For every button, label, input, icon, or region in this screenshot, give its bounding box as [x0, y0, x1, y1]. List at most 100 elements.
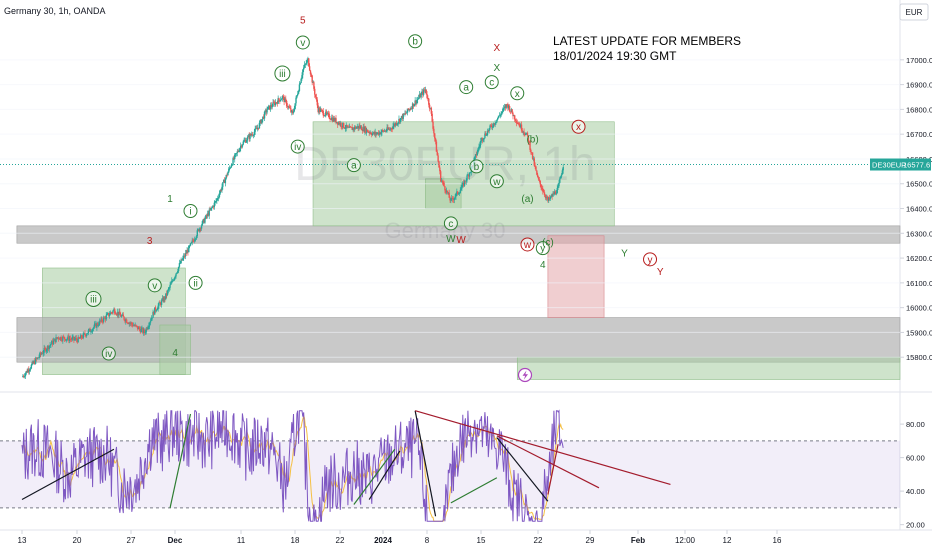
- candle-body: [507, 104, 509, 109]
- candle-body: [401, 115, 404, 119]
- candle-body: [222, 179, 225, 183]
- candle-body: [551, 195, 553, 197]
- wave-label: iv: [294, 142, 301, 153]
- candle-body: [324, 115, 326, 117]
- candle-body: [353, 127, 355, 130]
- candle-body: [405, 112, 408, 114]
- wave-label-circle: [290, 139, 305, 154]
- candle-body: [200, 228, 202, 229]
- zone-green: [159, 324, 191, 375]
- candle-body: [89, 328, 91, 332]
- candle-body: [399, 118, 401, 122]
- candle-body: [171, 280, 173, 284]
- candle-body: [451, 198, 453, 199]
- time-tick-label: Feb: [631, 536, 645, 545]
- time-axis[interactable]: 13 20 27 Dec 11 18 22 2024 8 15 22 29 Feb 12:00 12 16: [18, 530, 782, 545]
- candle-body: [276, 102, 278, 104]
- candle-body: [368, 131, 370, 133]
- candle-body: [511, 109, 513, 114]
- symbol-title: Germany 30, 1h, OANDA: [4, 6, 106, 16]
- rsi-axis[interactable]: 80.00 60.00 40.00 20.00: [900, 420, 925, 530]
- candle-body: [465, 180, 467, 182]
- candle-body: [438, 161, 440, 168]
- time-tick-label: 15: [477, 536, 486, 545]
- candle-body: [495, 122, 497, 124]
- candle-body: [266, 109, 268, 113]
- candle-body: [183, 255, 186, 257]
- candle-body: [113, 309, 115, 311]
- candle-body: [252, 135, 255, 136]
- rsi-trendlines: [21, 410, 671, 517]
- candle-body: [359, 125, 361, 128]
- lightning-icon[interactable]: [517, 367, 533, 383]
- candle-body: [325, 111, 328, 114]
- candle-body: [536, 170, 538, 175]
- candle-body: [164, 297, 166, 300]
- candle-body: [188, 245, 190, 253]
- candle-body: [338, 122, 341, 125]
- candle-body: [333, 117, 336, 122]
- candle-body: [463, 180, 466, 186]
- currency-box[interactable]: [899, 3, 929, 21]
- candle-body: [63, 336, 66, 339]
- wave-label-circle: [571, 119, 586, 134]
- candle-body: [311, 75, 313, 83]
- candle-body: [274, 102, 276, 106]
- currency-label[interactable]: EUR: [906, 8, 923, 17]
- candle-body: [461, 184, 463, 189]
- candle-body: [135, 324, 137, 326]
- candle-body: [137, 327, 140, 330]
- candle-body: [383, 130, 386, 132]
- wave-label: x: [515, 89, 520, 100]
- candle-body: [82, 333, 84, 338]
- price-tick-label: 16800.0: [906, 105, 932, 114]
- candle-body: [55, 337, 57, 343]
- candle-body: [50, 344, 52, 346]
- candle-body: [120, 315, 123, 317]
- zone-green: [516, 356, 901, 380]
- candle-body: [102, 317, 105, 322]
- candle-body: [363, 126, 365, 132]
- last-price-symbol: DE30EUR: [872, 161, 907, 170]
- candle-body: [427, 97, 429, 99]
- candle-body: [376, 133, 378, 135]
- candle-body: [422, 89, 425, 95]
- candle-body: [344, 128, 347, 130]
- candles-layer: [22, 56, 564, 379]
- candle-body: [442, 181, 444, 183]
- candle-body: [554, 191, 556, 195]
- candle-body: [64, 338, 67, 341]
- candle-body: [96, 323, 98, 328]
- candle-body: [348, 126, 351, 128]
- wave-label: i: [189, 207, 191, 218]
- candle-body: [134, 324, 136, 326]
- candle-body: [166, 290, 169, 295]
- candle-body: [382, 130, 385, 132]
- candle-body: [172, 280, 175, 282]
- candle-body: [243, 140, 245, 142]
- rsi-trendline: [368, 450, 401, 500]
- candle-body: [542, 189, 544, 192]
- candle-body: [286, 106, 289, 107]
- candle-body: [22, 376, 24, 378]
- candle-body: [457, 193, 460, 195]
- candle-body: [125, 319, 128, 323]
- candle-body: [523, 131, 525, 134]
- candle-body: [404, 113, 406, 115]
- candle-body: [34, 358, 37, 364]
- candle-body: [303, 64, 306, 68]
- candle-body: [191, 240, 193, 243]
- candle-body: [293, 108, 296, 112]
- candle-body: [347, 126, 349, 128]
- candle-body: [132, 325, 135, 327]
- candle-body: [560, 174, 563, 177]
- candle-body: [546, 197, 548, 198]
- price-axis[interactable]: 17000.016900.016800.016700.016600.016500…: [900, 56, 932, 362]
- rsi-tick-label: 60.00: [906, 454, 925, 463]
- candle-body: [314, 94, 317, 98]
- candle-body: [126, 322, 129, 324]
- candle-body: [426, 94, 428, 98]
- candle-body: [244, 140, 246, 141]
- candle-body: [227, 172, 229, 176]
